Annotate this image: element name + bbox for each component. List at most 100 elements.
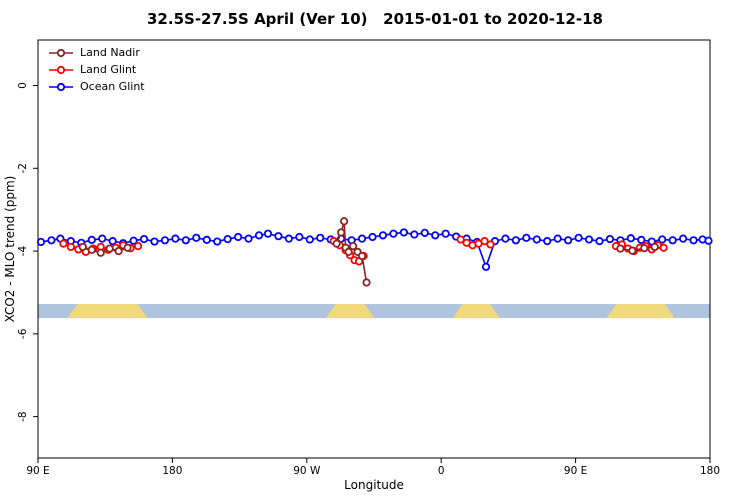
legend-label: Land Nadir: [80, 46, 140, 59]
data-point-ocean-glint: [543, 237, 552, 246]
data-point-ocean-glint: [108, 237, 117, 246]
data-point-ocean-glint: [368, 232, 377, 242]
legend-label: Land Glint: [80, 63, 137, 76]
x-tick-label: 0: [438, 465, 445, 477]
land-region: [67, 304, 148, 319]
y-tick-label: -2: [17, 163, 29, 173]
data-point-ocean-glint: [254, 231, 264, 240]
data-point-land-glint: [133, 242, 143, 251]
legend-item-ocean-glint: Ocean Glint: [48, 78, 145, 95]
x-tick-label: 180: [162, 465, 182, 477]
data-point-land-nadir: [87, 245, 96, 254]
chart-title: 32.5S-27.5S April (Ver 10) 2015-01-01 to…: [147, 10, 603, 28]
data-point-ocean-glint: [668, 236, 677, 245]
data-point-ocean-glint: [637, 235, 646, 244]
legend-item-land-glint: Land Glint: [48, 61, 145, 78]
data-point-land-nadir: [640, 244, 649, 253]
data-point-ocean-glint: [501, 234, 510, 243]
data-point-land-nadir: [332, 239, 341, 248]
ocean-band: [38, 304, 710, 319]
data-point-land-glint: [66, 242, 75, 252]
data-point-ocean-glint: [305, 235, 314, 244]
data-point-ocean-glint: [160, 236, 170, 245]
data-point-land-glint: [456, 235, 465, 244]
data-point-ocean-glint: [389, 229, 398, 238]
data-point-ocean-glint: [584, 235, 594, 244]
data-point-land-nadir: [628, 246, 637, 255]
data-point-land-glint: [486, 240, 495, 249]
data-point-land-nadir: [357, 251, 367, 261]
data-point-ocean-glint: [274, 232, 283, 241]
data-point-ocean-glint: [357, 234, 367, 243]
y-tick-label: 0: [17, 82, 29, 89]
data-point-ocean-glint: [522, 233, 531, 242]
plot-border: [37, 39, 711, 459]
data-point-ocean-glint: [47, 236, 56, 245]
data-point-ocean-glint: [410, 230, 419, 239]
legend-label: Ocean Glint: [80, 80, 145, 93]
data-point-ocean-glint: [481, 262, 491, 271]
y-tick-label: -4: [17, 246, 29, 257]
data-point-ocean-glint: [98, 234, 107, 243]
data-point-ocean-glint: [181, 236, 190, 245]
data-point-ocean-glint: [704, 236, 713, 245]
data-point-land-nadir: [348, 242, 358, 251]
data-point-ocean-glint: [192, 233, 201, 242]
data-point-ocean-glint: [263, 229, 273, 238]
data-point-ocean-glint: [420, 228, 429, 237]
data-point-land-nadir: [650, 242, 659, 252]
data-point-land-glint: [659, 243, 668, 252]
land-region: [606, 304, 675, 319]
data-point-land-nadir: [96, 248, 105, 257]
data-point-ocean-glint: [679, 234, 688, 243]
data-point-ocean-glint: [574, 233, 583, 242]
data-point-ocean-glint: [139, 234, 149, 244]
y-tick-label: -6: [17, 328, 29, 339]
data-point-land-nadir: [362, 278, 371, 287]
x-tick-label: 90 E: [564, 465, 587, 477]
data-point-ocean-glint: [605, 234, 615, 244]
legend-marker-ocean-glint: [49, 82, 73, 91]
data-point-land-nadir: [114, 246, 123, 256]
y-axis-label: XCO2 - MLO trend (ppm): [3, 175, 17, 323]
data-point-ocean-glint: [532, 235, 541, 244]
data-point-ocean-glint: [36, 237, 46, 247]
data-point-land-nadir: [123, 243, 132, 252]
data-point-ocean-glint: [564, 236, 573, 245]
data-point-ocean-glint: [595, 237, 604, 246]
data-point-ocean-glint: [378, 231, 388, 240]
legend: Land Nadir Land Glint Ocean Glint: [48, 44, 145, 95]
data-point-ocean-glint: [223, 234, 232, 244]
data-point-ocean-glint: [87, 235, 96, 244]
data-point-ocean-glint: [202, 235, 211, 244]
data-point-ocean-glint: [316, 233, 325, 242]
x-axis-label: Longitude: [344, 478, 404, 492]
data-point-ocean-glint: [234, 232, 243, 242]
data-point-ocean-glint: [431, 231, 440, 240]
land-region: [452, 304, 500, 319]
x-tick-label: 90 W: [293, 465, 321, 477]
series-line-land-nadir: [620, 246, 655, 252]
data-point-land-glint: [59, 239, 68, 248]
data-point-ocean-glint: [658, 235, 667, 244]
legend-item-land-nadir: Land Nadir: [48, 44, 145, 61]
data-point-ocean-glint: [150, 237, 159, 246]
data-point-land-nadir: [340, 217, 349, 226]
data-point-ocean-glint: [553, 234, 562, 243]
data-point-land-nadir: [616, 244, 625, 253]
data-point-land-nadir: [78, 242, 87, 252]
data-point-land-nadir: [105, 244, 114, 253]
data-point-land-nadir: [344, 247, 353, 256]
data-point-ocean-glint: [626, 234, 635, 243]
data-point-ocean-glint: [511, 236, 520, 245]
land-region: [325, 304, 375, 319]
data-point-ocean-glint: [129, 236, 138, 245]
data-point-ocean-glint: [171, 234, 180, 243]
x-tick-label: 90 E: [26, 465, 49, 477]
data-point-land-nadir: [337, 228, 346, 237]
data-point-ocean-glint: [399, 228, 408, 237]
legend-marker-land-glint: [49, 65, 73, 74]
legend-marker-land-nadir: [49, 48, 73, 57]
